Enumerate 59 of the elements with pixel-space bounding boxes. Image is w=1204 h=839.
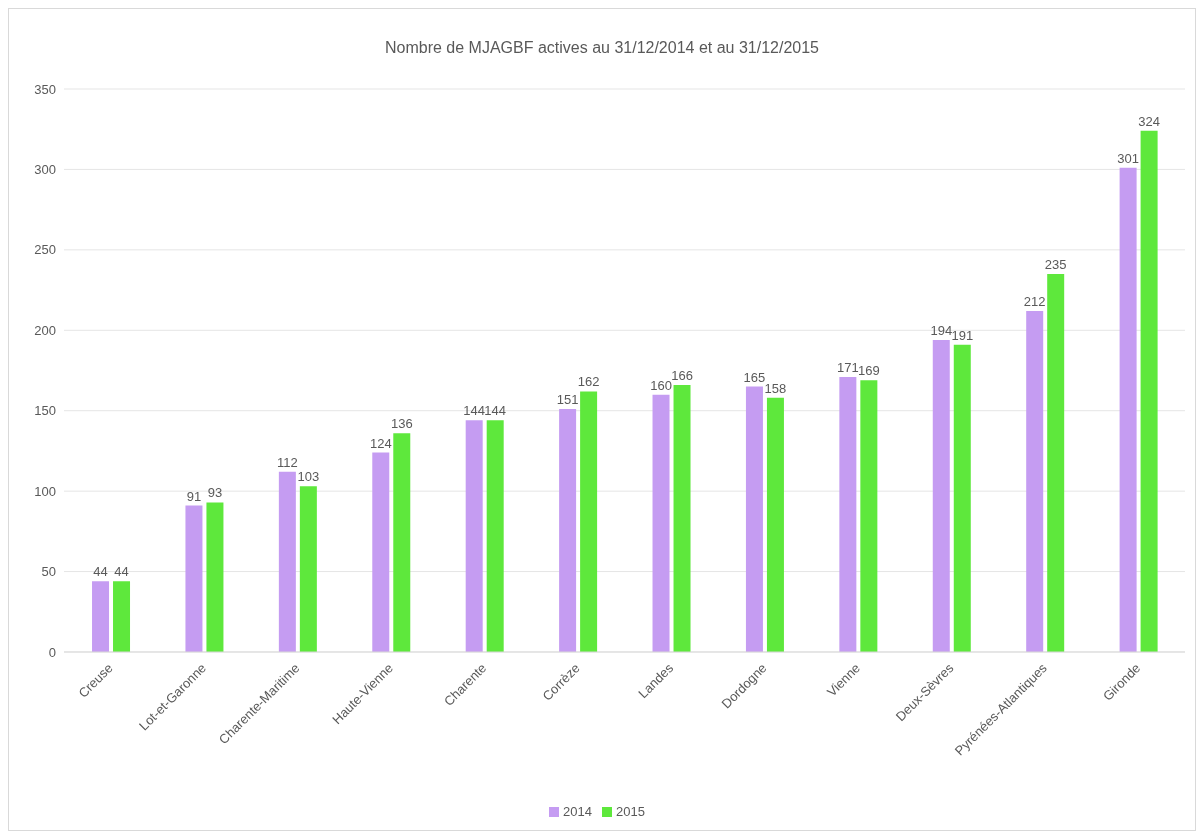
data-label: 124 (369, 435, 392, 451)
data-label: 91 (186, 488, 202, 504)
bar (1119, 167, 1137, 652)
bar (486, 420, 504, 652)
data-label: 160 (650, 377, 672, 393)
bar (113, 581, 131, 652)
data-label: 194 (930, 322, 953, 338)
data-label: 144 (463, 403, 486, 419)
bar (860, 380, 878, 652)
bar (206, 502, 224, 652)
legend-label: 2014 (563, 804, 592, 819)
y-tick-label: 300 (34, 162, 56, 178)
bar (673, 384, 691, 652)
data-label: 212 (1023, 293, 1046, 309)
y-tick-label: 250 (34, 242, 56, 258)
data-label: 191 (951, 327, 974, 343)
y-tick-label: 200 (34, 322, 56, 338)
data-label: 103 (297, 469, 320, 485)
bar (839, 376, 857, 652)
data-label: 144 (484, 403, 507, 419)
data-label: 301 (1117, 150, 1139, 166)
bar (559, 409, 577, 652)
data-label: 166 (671, 367, 693, 383)
data-label: 93 (207, 485, 223, 501)
data-label: 151 (556, 392, 579, 408)
bar (185, 505, 203, 652)
bar (766, 397, 784, 652)
bar (580, 391, 598, 652)
data-label: 158 (764, 380, 787, 396)
data-label: 171 (837, 359, 859, 375)
data-label: 162 (577, 374, 600, 390)
chart-title: Nombre de MJAGBF actives au 31/12/2014 et au 31/12/2015 (383, 39, 820, 57)
y-tick-label: 150 (34, 403, 56, 419)
bar (652, 394, 670, 652)
y-tick-label: 350 (34, 81, 56, 97)
data-label: 169 (858, 363, 880, 379)
bar (465, 420, 483, 652)
legend-label: 2015 (616, 804, 645, 819)
bar (372, 452, 390, 652)
bar (299, 486, 317, 652)
data-label: 136 (390, 416, 413, 432)
bar (1047, 273, 1065, 652)
y-tick-label: 50 (41, 564, 56, 580)
bar (1026, 310, 1044, 652)
bar (953, 344, 971, 652)
data-label: 44 (93, 564, 108, 580)
y-tick-label: 100 (34, 483, 56, 499)
bar (393, 433, 411, 652)
data-label: 44 (114, 564, 129, 580)
bar (1140, 130, 1158, 652)
data-label: 235 (1044, 256, 1067, 272)
bar (278, 471, 296, 652)
bar (92, 581, 110, 652)
data-label: 324 (1138, 113, 1160, 129)
bar (932, 339, 950, 652)
data-label: 165 (743, 369, 766, 385)
y-tick-label: 0 (48, 644, 56, 660)
bar (745, 386, 763, 652)
data-label: 112 (276, 454, 298, 470)
